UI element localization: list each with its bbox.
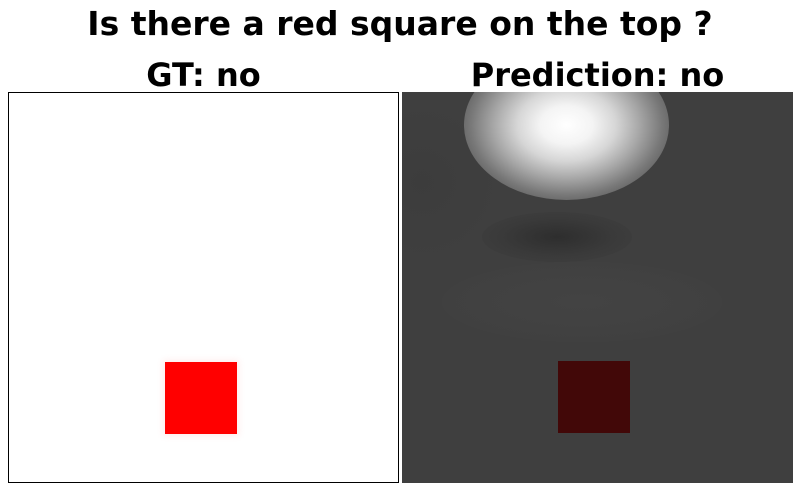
heatmap-mid-region (442, 262, 722, 342)
dimmed-red-square (558, 361, 630, 433)
attention-heatmap-panel (402, 92, 793, 483)
red-square (165, 362, 237, 434)
question-title: Is there a red square on the top ? (87, 4, 713, 43)
gt-label: GT: no (146, 56, 261, 94)
heatmap-dark-band (482, 212, 632, 262)
gt-image-panel (8, 92, 399, 483)
prediction-label: Prediction: no (470, 56, 725, 94)
